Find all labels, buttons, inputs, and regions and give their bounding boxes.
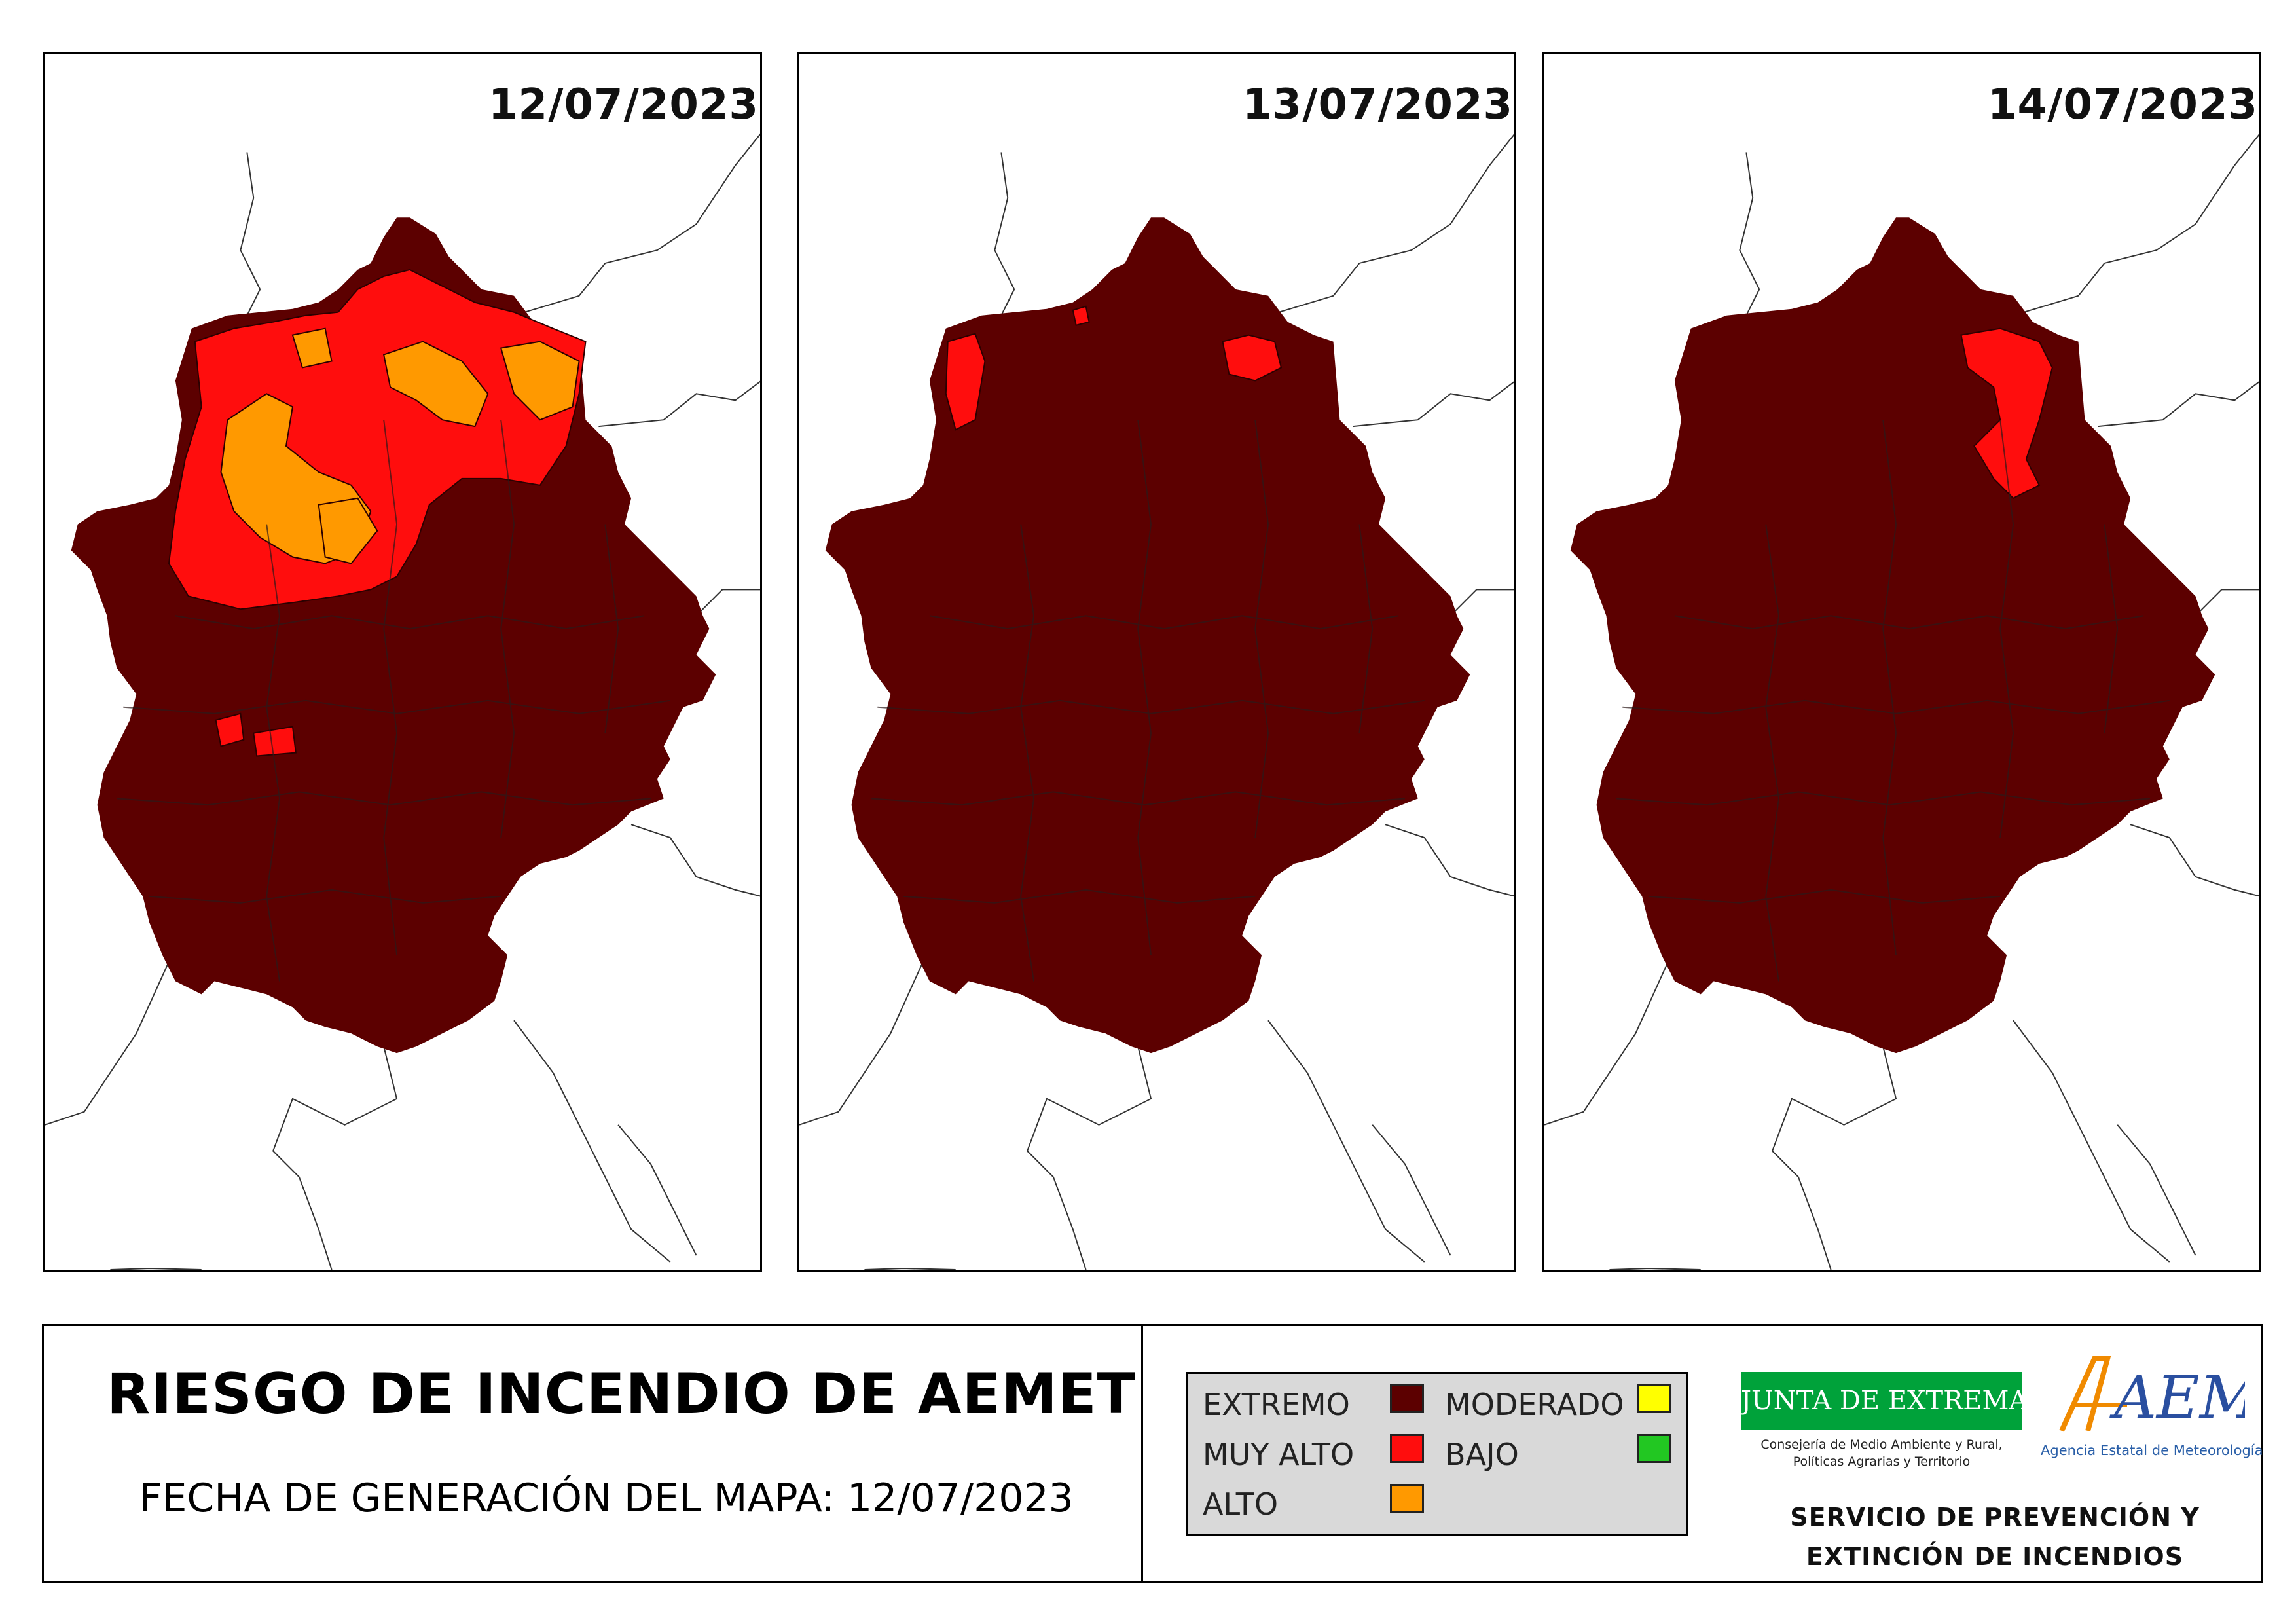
legend-swatch-muy-alto — [1390, 1434, 1424, 1463]
legend-swatch-extremo — [1390, 1384, 1424, 1413]
legend-label-muy-alto: MUY ALTO — [1203, 1437, 1355, 1472]
muy-alto-zone — [1960, 327, 2053, 500]
service-line-1: SERVICIO DE PREVENCIÓN Y — [1790, 1503, 2200, 1532]
panel-date: 12/07/2023 — [487, 81, 760, 129]
extremadura-map-1 — [45, 132, 760, 1270]
aemet-subtitle: Agencia Estatal de Meteorología — [2041, 1443, 2263, 1458]
footer-box: RIESGO DE INCENDIO DE AEMET FECHA DE GEN… — [42, 1324, 2263, 1583]
extremadura-map-2 — [799, 132, 1514, 1270]
service-name: SERVICIO DE PREVENCIÓN Y EXTINCIÓN DE IN… — [1720, 1498, 2270, 1576]
panel-date: 13/07/2023 — [1241, 81, 1514, 129]
risk-legend: EXTREMO MUY ALTO ALTO MODERADO BAJO — [1186, 1372, 1688, 1536]
generation-date: FECHA DE GENERACIÓN DEL MAPA: 12/07/2023 — [139, 1475, 1074, 1521]
legend-swatch-bajo — [1637, 1434, 1671, 1463]
legend-swatch-moderado — [1637, 1384, 1671, 1413]
footer-divider — [1141, 1326, 1143, 1581]
service-line-2: EXTINCIÓN DE INCENDIOS — [1806, 1542, 2184, 1571]
map-panel-2: 13/07/2023 — [797, 52, 1516, 1272]
map-panel-3: 14/07/2023 — [1542, 52, 2261, 1272]
alto-zone — [220, 327, 580, 564]
legend-label-moderado: MODERADO — [1445, 1387, 1624, 1422]
junta-extremadura-logo: JUNTA DE EXTREMADURA — [1741, 1372, 2110, 1430]
legend-label-alto: ALTO — [1203, 1486, 1279, 1522]
legend-label-bajo: BAJO — [1445, 1437, 1519, 1472]
map-title: RIESGO DE INCENDIO DE AEMET — [107, 1361, 1137, 1427]
extremadura-map-3 — [1544, 132, 2259, 1270]
legend-label-extremo: EXTREMO — [1203, 1387, 1350, 1422]
map-panel-1: 12/07/2023 — [43, 52, 762, 1272]
junta-logo-text: JUNTA DE EXTREMADURA — [1741, 1386, 2110, 1416]
junta-subtitle-line-2: Políticas Agrarias y Territorio — [1793, 1454, 1971, 1469]
legend-swatch-alto — [1390, 1484, 1424, 1513]
junta-subtitle-line-1: Consejería de Medio Ambiente y Rural, — [1760, 1437, 2003, 1452]
panel-date: 14/07/2023 — [1986, 81, 2259, 129]
junta-subtitle: Consejería de Medio Ambiente y Rural, Po… — [1741, 1436, 2022, 1470]
aemet-logo: AEMet — [2059, 1356, 2245, 1432]
muy-alto-zone — [945, 305, 1283, 431]
aemet-logo-text: AEMet — [2109, 1363, 2245, 1432]
